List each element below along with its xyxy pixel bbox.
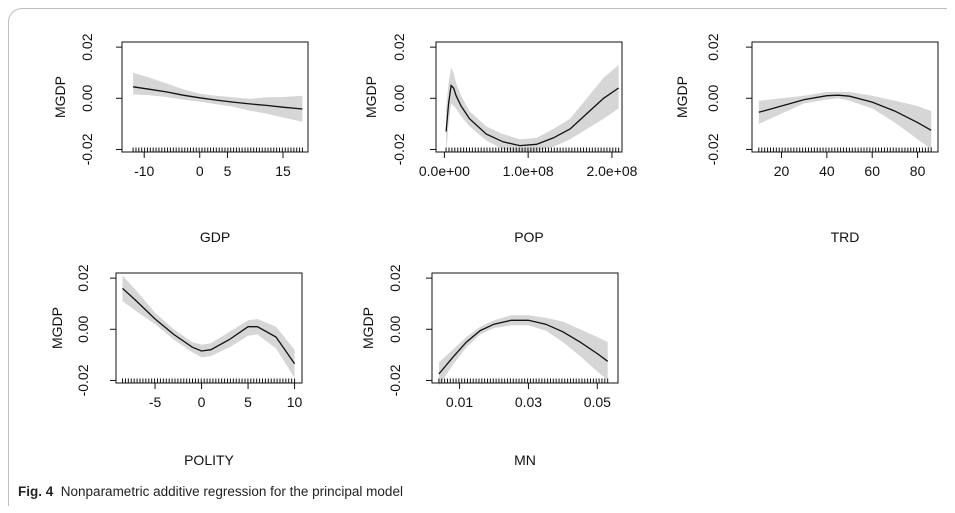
x-tick-label: 5	[224, 163, 232, 179]
y-axis-label: MGDP	[52, 76, 68, 118]
y-axis-label: MGDP	[674, 76, 690, 118]
x-tick-label: 10	[287, 394, 303, 410]
plot-box	[435, 41, 623, 153]
fitted-line	[122, 287, 296, 365]
y-tick-label: 0.02	[391, 33, 407, 60]
y-axis-label: MGDP	[363, 76, 379, 118]
plot-box	[431, 272, 619, 384]
plot-box	[751, 41, 939, 153]
figure-frame	[8, 8, 947, 506]
fitted-line	[438, 319, 609, 375]
panel-gdp: -10 0 5 15 -0.02 0.00 0.02 GDP MGDP	[52, 33, 309, 245]
x-tick-label: 5	[244, 394, 252, 410]
x-tick-label: 0.0e+00	[419, 163, 470, 179]
x-axis-label: GDP	[200, 229, 230, 245]
x-tick-label: -10	[134, 163, 154, 179]
plot-box	[121, 41, 309, 153]
y-axis-label: MGDP	[360, 307, 376, 349]
y-tick-label: 0.02	[387, 264, 403, 291]
y-tick-label: 0.00	[391, 84, 407, 111]
y-tick-label: -0.02	[391, 133, 407, 165]
fitted-line	[445, 84, 619, 147]
panel-polity: -5 0 5 10 -0.02 0.00 0.02 POLITY MGDP	[49, 264, 303, 468]
caption-text: Nonparametric additive regression for th…	[60, 484, 403, 499]
x-tick-label: 40	[819, 163, 835, 179]
confidence-band	[133, 72, 303, 122]
x-tick-label: 0.05	[584, 394, 611, 410]
x-tick-label: 0.03	[515, 394, 542, 410]
y-tick-label: -0.02	[75, 364, 91, 396]
y-tick-label: 0.00	[79, 84, 95, 111]
y-tick-label: 0.02	[79, 33, 95, 60]
x-axis-label: TRD	[831, 229, 860, 245]
confidence-band	[438, 315, 608, 386]
y-tick-label: -0.02	[79, 133, 95, 165]
panel-trd: 20 40 60 80 -0.02 0.00 0.02 TRD MGDP	[674, 33, 939, 245]
x-tick-label: 15	[275, 163, 291, 179]
x-axis-label: MN	[514, 452, 536, 468]
y-tick-label: 0.00	[75, 315, 91, 342]
confidence-band	[446, 65, 619, 155]
plot-box	[115, 272, 303, 384]
confidence-band	[758, 91, 932, 150]
figure-caption: Fig. 4 Nonparametric additive regression…	[18, 484, 403, 499]
x-tick-label: 0	[196, 163, 204, 179]
y-tick-label: -0.02	[387, 364, 403, 396]
caption-label: Fig. 4	[18, 484, 54, 499]
figure-panels: -10 0 5 15 -0.02 0.00 0.02 GDP MGDP 0.0e+00 1.0e+0…	[49, 33, 939, 468]
x-axis-label: POLITY	[184, 452, 234, 468]
x-tick-label: 80	[910, 163, 926, 179]
x-tick-label: 2.0e+08	[586, 163, 637, 179]
fitted-line	[133, 86, 303, 110]
x-tick-label: 1.0e+08	[503, 163, 554, 179]
y-tick-label: 0.00	[387, 315, 403, 342]
x-tick-label: 0	[198, 394, 206, 410]
x-tick-label: 20	[774, 163, 790, 179]
x-tick-label: 0.01	[446, 394, 473, 410]
confidence-band	[122, 275, 295, 378]
panel-pop: 0.0e+00 1.0e+08 2.0e+08 -0.02 0.00 0.02 POP MGD…	[363, 33, 638, 245]
fitted-line	[758, 94, 932, 131]
y-tick-label: 0.02	[705, 33, 721, 60]
y-tick-label: -0.02	[705, 133, 721, 165]
x-tick-label: 60	[864, 163, 880, 179]
y-tick-label: 0.02	[75, 264, 91, 291]
y-tick-label: 0.00	[705, 84, 721, 111]
y-axis-label: MGDP	[49, 307, 65, 349]
x-axis-label: POP	[514, 229, 544, 245]
x-tick-label: -5	[149, 394, 162, 410]
panel-mn: 0.01 0.03 0.05 -0.02 0.00 0.02 MN MGDP	[360, 264, 619, 468]
